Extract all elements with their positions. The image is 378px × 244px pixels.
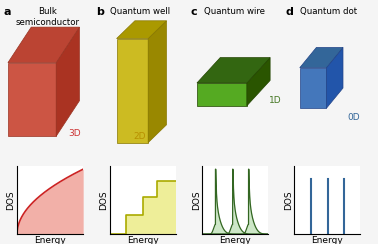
Text: Bulk
semiconductor: Bulk semiconductor [15,7,79,27]
Polygon shape [326,47,343,108]
Polygon shape [300,68,326,108]
Text: 1D: 1D [269,96,282,105]
Text: Quantum wire: Quantum wire [204,7,265,16]
Text: Quantum well: Quantum well [110,7,170,16]
X-axis label: Energy: Energy [220,236,251,244]
Y-axis label: DOS: DOS [7,190,15,210]
X-axis label: Energy: Energy [34,236,66,244]
Y-axis label: DOS: DOS [192,190,201,210]
Polygon shape [300,47,343,68]
Polygon shape [197,58,270,83]
Text: c: c [191,7,198,17]
Polygon shape [247,58,270,106]
Text: 2D: 2D [133,132,146,141]
Text: b: b [96,7,104,17]
Text: Quantum dot: Quantum dot [300,7,358,16]
Text: a: a [4,7,11,17]
Polygon shape [148,21,166,142]
Text: 3D: 3D [69,129,81,138]
X-axis label: Energy: Energy [311,236,343,244]
Polygon shape [197,83,247,106]
Text: d: d [285,7,293,17]
Polygon shape [116,21,166,39]
Polygon shape [8,27,79,63]
Polygon shape [116,39,148,142]
Y-axis label: DOS: DOS [284,190,293,210]
Polygon shape [56,27,79,136]
X-axis label: Energy: Energy [127,236,158,244]
Text: 0D: 0D [347,113,360,122]
Polygon shape [8,63,56,136]
Y-axis label: DOS: DOS [99,190,108,210]
